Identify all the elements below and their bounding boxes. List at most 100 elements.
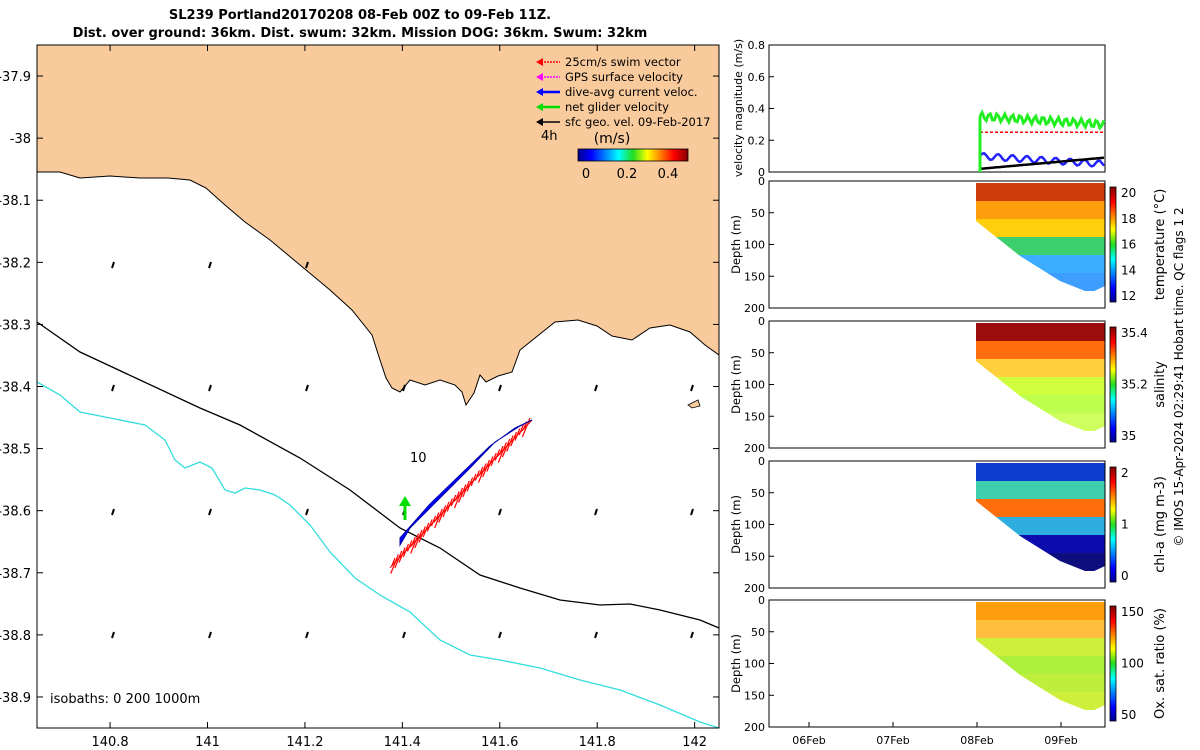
- depth-ylabel: Depth (m): [729, 215, 743, 274]
- swim-vector: [414, 529, 423, 549]
- geo-vector: [305, 384, 309, 392]
- velocity-frame: [768, 44, 1106, 173]
- geo-vector: [305, 631, 309, 639]
- depth-tick-label: 100: [744, 519, 765, 532]
- time-tick-label: 09Feb: [1044, 734, 1077, 747]
- depth-tick-label: 200: [744, 721, 765, 734]
- profile-panel-chla: 0 50 100 150 200 Depth (m) 2 1 0 chl-a (mg m-3): [729, 455, 1168, 595]
- profile-section-band: [976, 183, 1105, 201]
- profile-section-band: [976, 201, 1105, 219]
- profile-mask: [976, 221, 1105, 308]
- legend-swatch-arrow: [536, 73, 543, 81]
- geo-vector: [594, 631, 598, 639]
- map-xtick-label: 141.2: [286, 735, 323, 750]
- colorbar-tick-label: 1: [1121, 518, 1129, 532]
- profile-colorbar: [1109, 605, 1117, 722]
- depth-tick-label: 50: [751, 347, 765, 360]
- colorbar-tick-label: 16: [1121, 238, 1136, 252]
- legend-swatch-arrow: [536, 58, 543, 66]
- velocity-axis: 0 0.2 0.4 0.6 0.8: [748, 39, 774, 179]
- map-xtick-label: 141.6: [481, 735, 518, 750]
- profile-section-band: [976, 323, 1105, 341]
- velocity-panel: 0 0.2 0.4 0.6 0.8 velocity magnitude (m/s): [732, 39, 1106, 179]
- legend-entry: GPS surface velocity: [536, 70, 683, 84]
- depth-ylabel: Depth (m): [729, 355, 743, 414]
- depth-tick-label: 150: [744, 689, 765, 702]
- depth-ylabel: Depth (m): [729, 495, 743, 554]
- swim-vector: [450, 494, 457, 507]
- glider-track: [399, 419, 533, 547]
- colorbar-tick-label: 14: [1121, 263, 1136, 277]
- speed-colorbar-tick-0: 0: [582, 167, 590, 182]
- footer-credit: © IMOS 15-Apr-2024 02:29:41 Hobart time.…: [1172, 207, 1186, 546]
- map-ytick-label: -37.9: [0, 70, 31, 85]
- depth-tick-label: 200: [744, 442, 765, 455]
- swim-vector: [494, 449, 501, 461]
- map-panel: 10 4h 140.8 141 141.2 141.4 141.6 141.8 142 -37…: [0, 44, 720, 750]
- swim-vector: [518, 424, 524, 436]
- swim-vector: [410, 533, 420, 554]
- geostrophic-vectors: [111, 261, 694, 639]
- map-ytick-label: -38.6: [0, 505, 31, 520]
- time-tick-label: 07Feb: [876, 734, 909, 747]
- figure-title-line-1: SL239 Portland20170208 08-Feb 00Z to 09-…: [168, 8, 552, 23]
- swim-vector: [521, 419, 533, 432]
- depth-tick-label: 150: [744, 270, 765, 283]
- isobath-legend: isobaths: 0 200 1000m: [50, 692, 200, 707]
- velocity-ytick-label: 0: [758, 166, 765, 179]
- profile-panel-salinity: 0 50 100 150 200 Depth (m) 35.4 35.2 35 salinity: [729, 315, 1168, 455]
- swim-vector: [474, 470, 480, 481]
- profile-section-band: [976, 463, 1105, 481]
- velocity-ylabel: velocity magnitude (m/s): [732, 39, 745, 177]
- velocity-series-line: [978, 109, 1106, 131]
- geo-vector: [208, 631, 212, 639]
- profile-section-band: [976, 341, 1105, 359]
- map-xtick-label: 141: [195, 735, 220, 750]
- profile-panel-temperature: 0 50 100 150 200 Depth (m) 20 18 16 14 12 temperatu…: [729, 175, 1168, 315]
- profile-section-band: [976, 499, 1105, 517]
- colorbar-tick-label: 20: [1121, 186, 1136, 200]
- profile-section-band: [976, 359, 1105, 377]
- isobath-1000: [37, 381, 719, 728]
- geo-vector: [498, 631, 502, 639]
- swim-vector: [430, 515, 437, 527]
- velocity-series-line: [979, 156, 1105, 171]
- contour-depth-label: 10: [410, 451, 427, 466]
- map-xtick-label: 140.8: [91, 735, 128, 750]
- geo-vector: [111, 261, 115, 269]
- geo-vector: [690, 508, 694, 516]
- profile-section-band: [976, 620, 1105, 638]
- colorbar-tick-label: 35: [1121, 429, 1136, 443]
- legend-label: dive-avg current veloc.: [565, 85, 698, 99]
- depth-tick-label: 0: [758, 175, 765, 188]
- colorbar-label: temperature (°C): [1153, 189, 1168, 301]
- map-ytick-label: -38.5: [0, 443, 31, 458]
- map-ytick-label: -38.1: [0, 194, 31, 209]
- colorbar-tick-label: 50: [1121, 708, 1136, 722]
- colorbar-label: salinity: [1153, 361, 1168, 408]
- land-coastline: [37, 45, 719, 407]
- legend-label: 25cm/s swim vector: [565, 55, 681, 69]
- legend-swatch-arrow: [536, 103, 543, 111]
- swim-vector: [453, 487, 464, 509]
- map-ytick-label: -38.8: [0, 629, 31, 644]
- velocity-ytick-label: 0.8: [748, 39, 766, 52]
- isobath-200: [37, 321, 719, 629]
- velocity-ytick-label: 0.4: [748, 103, 766, 116]
- speed-colorbar-tick-1: 0.2: [617, 167, 638, 182]
- legend-label: sfc geo. vel. 09-Feb-2017: [565, 115, 711, 129]
- legend-entry: sfc geo. vel. 09-Feb-2017: [536, 115, 711, 129]
- time-tick-label: 06Feb: [792, 734, 825, 747]
- colorbar-label: Ox. sat. ratio (%): [1153, 608, 1168, 719]
- swim-vector: [497, 442, 507, 463]
- swim-vector: [434, 508, 443, 529]
- map-ytick-label: -38.4: [0, 381, 31, 396]
- velocity-ytick-label: 0.2: [748, 134, 766, 147]
- geo-vector: [402, 631, 406, 639]
- legend-label: net glider velocity: [565, 100, 669, 114]
- geo-vector: [690, 384, 694, 392]
- geo-vector: [594, 384, 598, 392]
- map-xtick-label: 141.4: [384, 735, 421, 750]
